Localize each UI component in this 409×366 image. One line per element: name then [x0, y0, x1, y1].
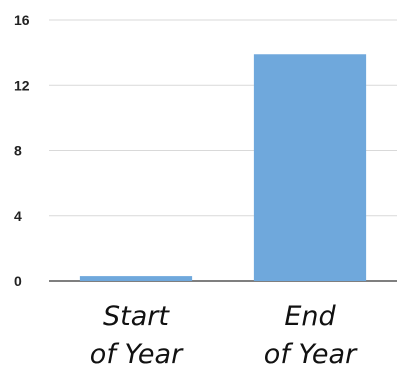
x-tick-label: of Year	[90, 339, 184, 366]
y-axis-tick-labels: 0 4 8 12 16	[14, 12, 30, 289]
bar-start-of-year	[79, 276, 193, 281]
y-tick-label: 8	[14, 143, 22, 159]
bar-end-of-year	[253, 54, 367, 281]
x-tick-label: of Year	[264, 339, 358, 366]
x-tick-label: Start	[103, 301, 170, 332]
y-tick-label: 4	[14, 208, 22, 224]
y-tick-label: 16	[14, 12, 30, 28]
y-tick-label: 0	[14, 273, 22, 289]
y-tick-label: 12	[14, 77, 30, 93]
x-tick-label: End	[284, 301, 336, 332]
bars	[79, 54, 367, 281]
x-axis-tick-labels: Start of Year End of Year	[90, 301, 358, 366]
